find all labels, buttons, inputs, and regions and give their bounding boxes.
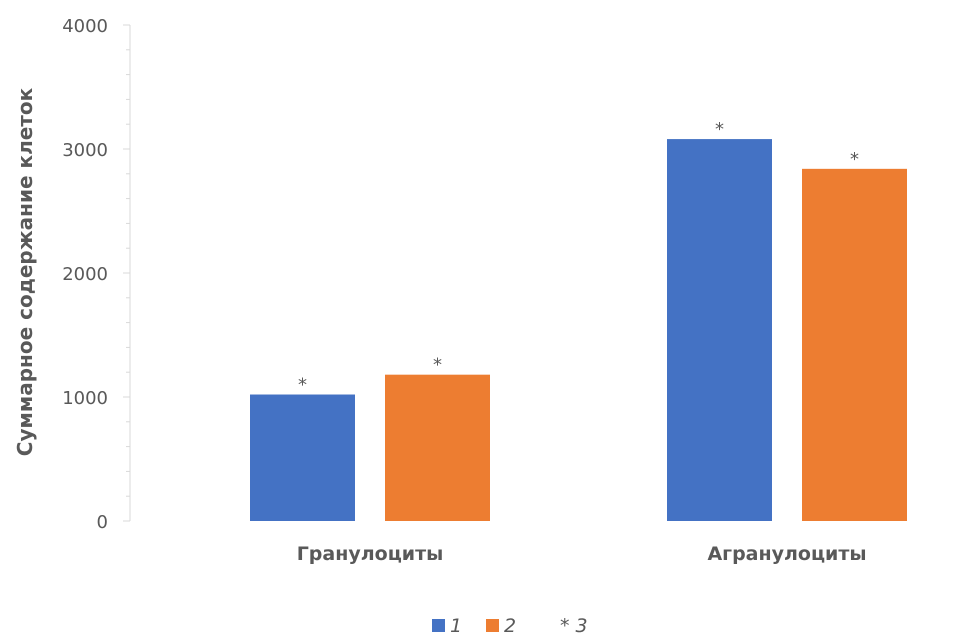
- x-category-label: Агранулоциты: [707, 543, 866, 565]
- significance-mark: *: [298, 375, 307, 396]
- legend-label-1: 1: [450, 615, 462, 637]
- y-axis-title: Суммарное содержание клеток: [13, 87, 37, 456]
- significance-mark: *: [433, 355, 442, 376]
- y-tick-label: 4000: [62, 16, 108, 37]
- bar-series-1-2: [667, 139, 772, 521]
- y-axis: 0 1000 2000 3000 4000: [62, 16, 131, 533]
- legend: 1 2 * 3: [432, 615, 588, 637]
- y-tick-label: 0: [97, 512, 108, 533]
- legend-swatch-1: [432, 619, 445, 632]
- bars: * * Гранулоциты * * Агранулоциты: [250, 119, 907, 565]
- y-tick-label: 2000: [62, 264, 108, 285]
- significance-mark: *: [850, 149, 859, 170]
- bar-series-1-1: [250, 394, 355, 521]
- y-tick-label: 3000: [62, 140, 108, 161]
- y-tick-label: 1000: [62, 388, 108, 409]
- bar-series-2-2: [802, 168, 907, 521]
- legend-label-2: 2: [504, 615, 516, 637]
- legend-swatch-2: [486, 619, 499, 632]
- significance-mark: *: [715, 119, 724, 140]
- legend-label-mark: * 3: [560, 615, 588, 637]
- x-category-label: Гранулоциты: [297, 543, 444, 565]
- bar-series-2-1: [385, 374, 490, 521]
